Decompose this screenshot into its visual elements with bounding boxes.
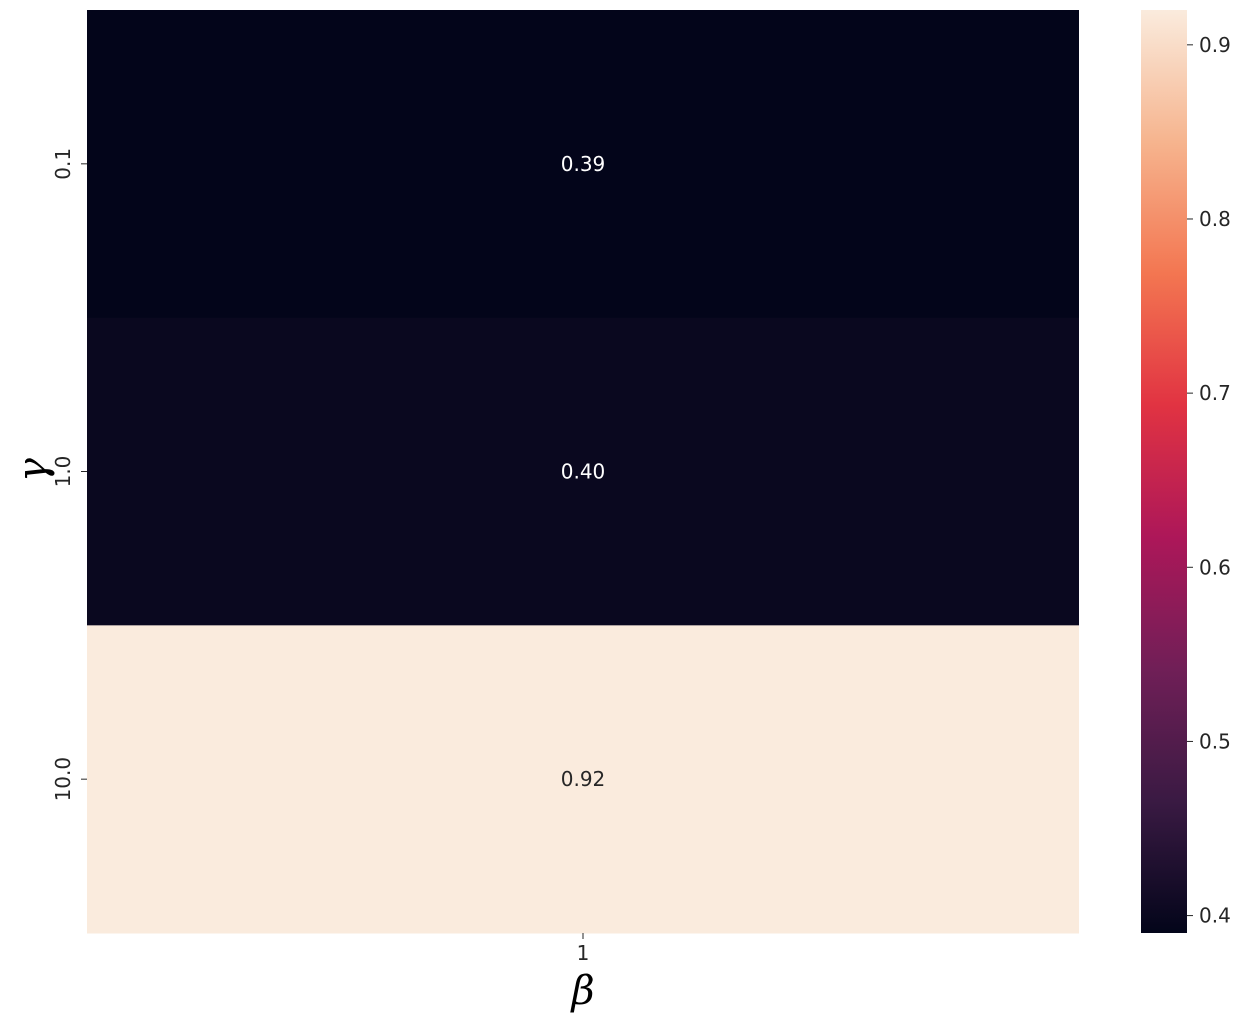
y-tick-label: 10.0 xyxy=(51,757,75,802)
y-axis-ticks: 0.1 1.0 10.0 xyxy=(51,148,87,802)
x-tick-label: 1 xyxy=(577,941,590,965)
x-axis-ticks: 1 xyxy=(577,933,590,965)
colorbar-tick-label: 0.9 xyxy=(1199,33,1231,57)
heatmap-cell xyxy=(87,625,1079,934)
heatmap-cell xyxy=(87,317,1079,626)
colorbar-tick-label: 0.8 xyxy=(1199,207,1231,231)
colorbar-tick-label: 0.5 xyxy=(1199,729,1231,753)
heatmap-cell-labels: 0.39 0.40 0.92 xyxy=(561,152,606,791)
heatmap-cell xyxy=(87,10,1079,319)
heatmap-cells xyxy=(87,10,1079,934)
x-axis-label: β xyxy=(569,968,594,1014)
colorbar-tick-label: 0.7 xyxy=(1199,381,1231,405)
colorbar-ticks: 0.4 0.5 0.6 0.7 0.8 0.9 xyxy=(1187,33,1231,928)
y-axis-label: γ xyxy=(10,458,56,482)
colorbar-tick-label: 0.6 xyxy=(1199,555,1231,579)
cell-value-label: 0.40 xyxy=(561,460,606,484)
y-tick-label: 1.0 xyxy=(51,456,75,488)
y-tick-label: 0.1 xyxy=(51,148,75,180)
cell-value-label: 0.92 xyxy=(561,767,606,791)
cell-value-label: 0.39 xyxy=(561,152,606,176)
colorbar xyxy=(1141,10,1187,933)
colorbar-tick-label: 0.4 xyxy=(1199,904,1231,928)
